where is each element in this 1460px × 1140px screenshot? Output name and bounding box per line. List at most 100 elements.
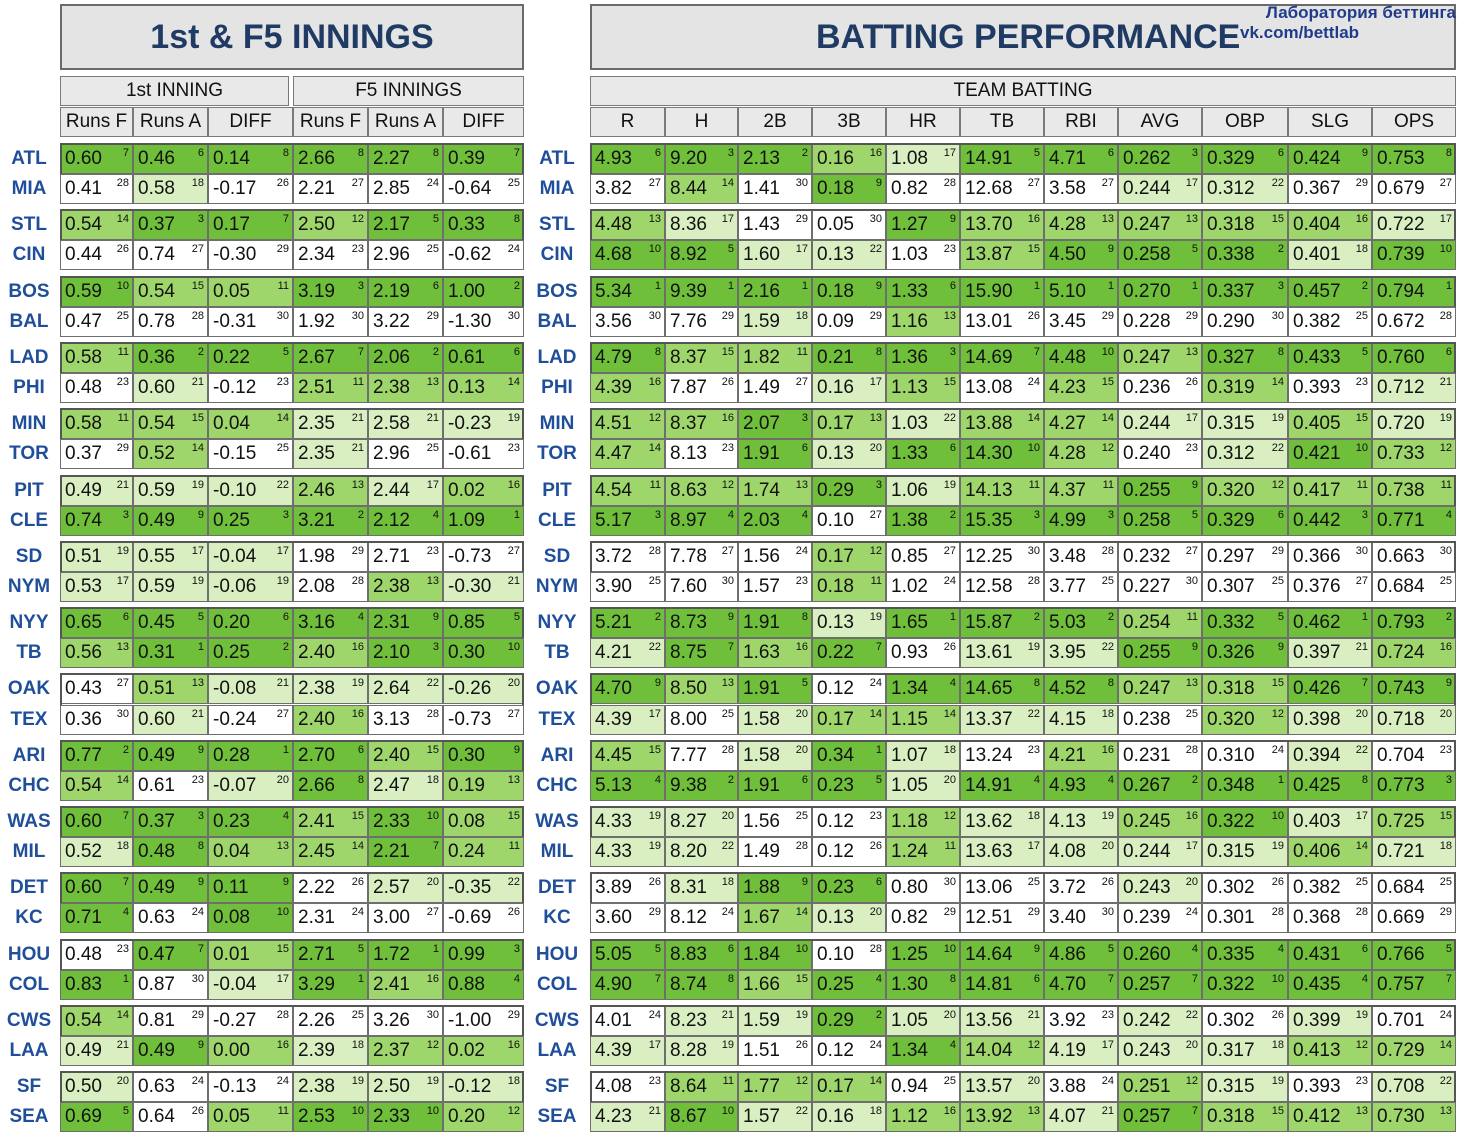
stat-value: 14.69 (965, 346, 1013, 368)
stat-rank: 29 (721, 309, 734, 322)
stat-value: 15.87 (965, 612, 1013, 634)
stat-cell: 0.322 10 (1202, 807, 1288, 837)
stat-cell: 1.72 1 (368, 939, 443, 970)
stat-cell: 2.26 25 (293, 1005, 368, 1036)
stat-value: 0.322 (1207, 973, 1255, 995)
stat-value: 0.53 (65, 575, 102, 597)
stat-rank: 15 (276, 942, 289, 955)
stat-rank: 6 (949, 279, 956, 292)
stat-cell: 4.51 12 (590, 409, 665, 440)
stat-value: 0.403 (1293, 811, 1341, 832)
stat-cell: -0.30 29 (208, 240, 293, 271)
stat-rank: 19 (943, 478, 956, 491)
stat-rank: 13 (721, 677, 734, 690)
stat-rank: 20 (943, 773, 956, 786)
stat-cell: 0.46 6 (133, 144, 208, 174)
stat-rank: 1 (1277, 773, 1284, 786)
stat-cell: -0.15 25 (208, 439, 293, 470)
stat-cell: 13.70 16 (960, 210, 1044, 241)
stat-value: 1.33 (891, 280, 928, 302)
stat-rank: 25 (1355, 309, 1368, 322)
team-label-right: TB (544, 642, 570, 664)
stat-value: 0.17 (817, 413, 854, 435)
stat-value: 0.231 (1123, 744, 1171, 766)
stat-cell: 8.36 17 (665, 210, 738, 241)
stat-rank: 18 (1027, 810, 1040, 822)
stat-cell: 0.16 17 (812, 373, 886, 404)
stat-value: 2.12 (373, 509, 410, 531)
stat-rank: 8 (432, 147, 439, 159)
stat-rank: 5 (513, 611, 520, 624)
stat-rank: 5 (1445, 942, 1452, 955)
stat-cell: 0.81 29 (133, 1005, 208, 1036)
stat-rank: 3 (654, 508, 661, 521)
stat-value: 0.81 (138, 1009, 175, 1031)
stat-cell: 14.13 11 (960, 475, 1044, 506)
stat-cell: -0.07 20 (208, 770, 293, 801)
stat-value: 0.94 (891, 1076, 928, 1098)
stat-cell: 0.74 27 (133, 240, 208, 271)
stat-value: 0.59 (138, 575, 175, 597)
stat-value: 13.62 (965, 811, 1013, 832)
stat-rank: 21 (648, 1105, 661, 1118)
stat-rank: 27 (1185, 544, 1198, 557)
stat-cell: 1.49 28 (738, 837, 812, 868)
stat-cell: -0.06 19 (208, 571, 293, 602)
stat-value: 1.72 (373, 943, 410, 965)
stat-rank: 28 (795, 840, 808, 853)
stat-cell: 14.30 10 (960, 439, 1044, 470)
stat-cell: 0.77 2 (60, 740, 133, 771)
stat-rank: 13 (1027, 1105, 1040, 1118)
stat-value: 2.33 (373, 811, 410, 832)
stat-rank: 17 (1355, 810, 1368, 822)
stat-value: 1.00 (448, 280, 485, 302)
stat-cell: 4.99 3 (1044, 505, 1118, 536)
stat-rank: 25 (1271, 574, 1284, 587)
stat-value: 8.75 (670, 642, 707, 664)
stat-cell: 0.05 11 (208, 1102, 293, 1133)
stat-rank: 17 (943, 147, 956, 159)
stat-rank: 8 (197, 840, 204, 853)
stat-value: 1.49 (743, 841, 780, 863)
stat-rank: 27 (191, 243, 204, 256)
stat-cell: 0.724 16 (1372, 638, 1456, 669)
stat-cell: 0.310 24 (1202, 740, 1288, 771)
stat-cell: 1.98 29 (293, 541, 368, 572)
stat-value: 1.08 (891, 148, 928, 169)
stat-value: 14.81 (965, 973, 1013, 995)
stat-cell: 0.04 14 (208, 409, 293, 440)
stat-value: 0.60 (138, 377, 175, 399)
left-col-header: DIFF (208, 107, 293, 137)
stat-value: 4.99 (1049, 509, 1086, 531)
stat-rank: 20 (1027, 1075, 1040, 1088)
stat-rank: 30 (1101, 906, 1114, 919)
stat-cell: 0.722 17 (1372, 210, 1456, 241)
stat-rank: 1 (1361, 611, 1368, 624)
stat-value: 14.65 (965, 678, 1013, 700)
stat-cell: 4.33 19 (590, 807, 665, 837)
team-label-left: STL (11, 214, 47, 236)
stat-rank: 8 (1107, 677, 1114, 690)
stat-value: 1.24 (891, 841, 928, 863)
stat-value: 0.721 (1377, 841, 1425, 863)
stat-rank: 20 (1101, 840, 1114, 853)
stat-cell: 0.13 19 (812, 608, 886, 639)
stat-rank: 7 (1033, 345, 1040, 358)
stat-cell: 4.54 11 (590, 475, 665, 506)
stat-cell: -0.61 23 (443, 439, 524, 470)
stat-cell: 0.663 30 (1372, 541, 1456, 572)
right-col-header: 2B (738, 107, 812, 137)
stat-cell: 2.33 10 (368, 807, 443, 837)
stat-value: 1.15 (891, 708, 928, 730)
stat-value: 0.44 (65, 244, 102, 266)
stat-rank: 15 (721, 345, 734, 358)
stat-rank: 19 (507, 412, 520, 425)
stat-value: 0.312 (1207, 443, 1255, 465)
stat-value: 0.401 (1293, 244, 1341, 266)
stat-cell: 1.09 1 (443, 505, 524, 536)
stat-cell: 15.87 2 (960, 608, 1044, 639)
stat-cell: 1.30 8 (886, 969, 960, 1000)
stat-cell: 1.56 24 (738, 541, 812, 572)
stat-value: 13.37 (965, 708, 1013, 730)
stat-value: 0.730 (1377, 1106, 1425, 1128)
